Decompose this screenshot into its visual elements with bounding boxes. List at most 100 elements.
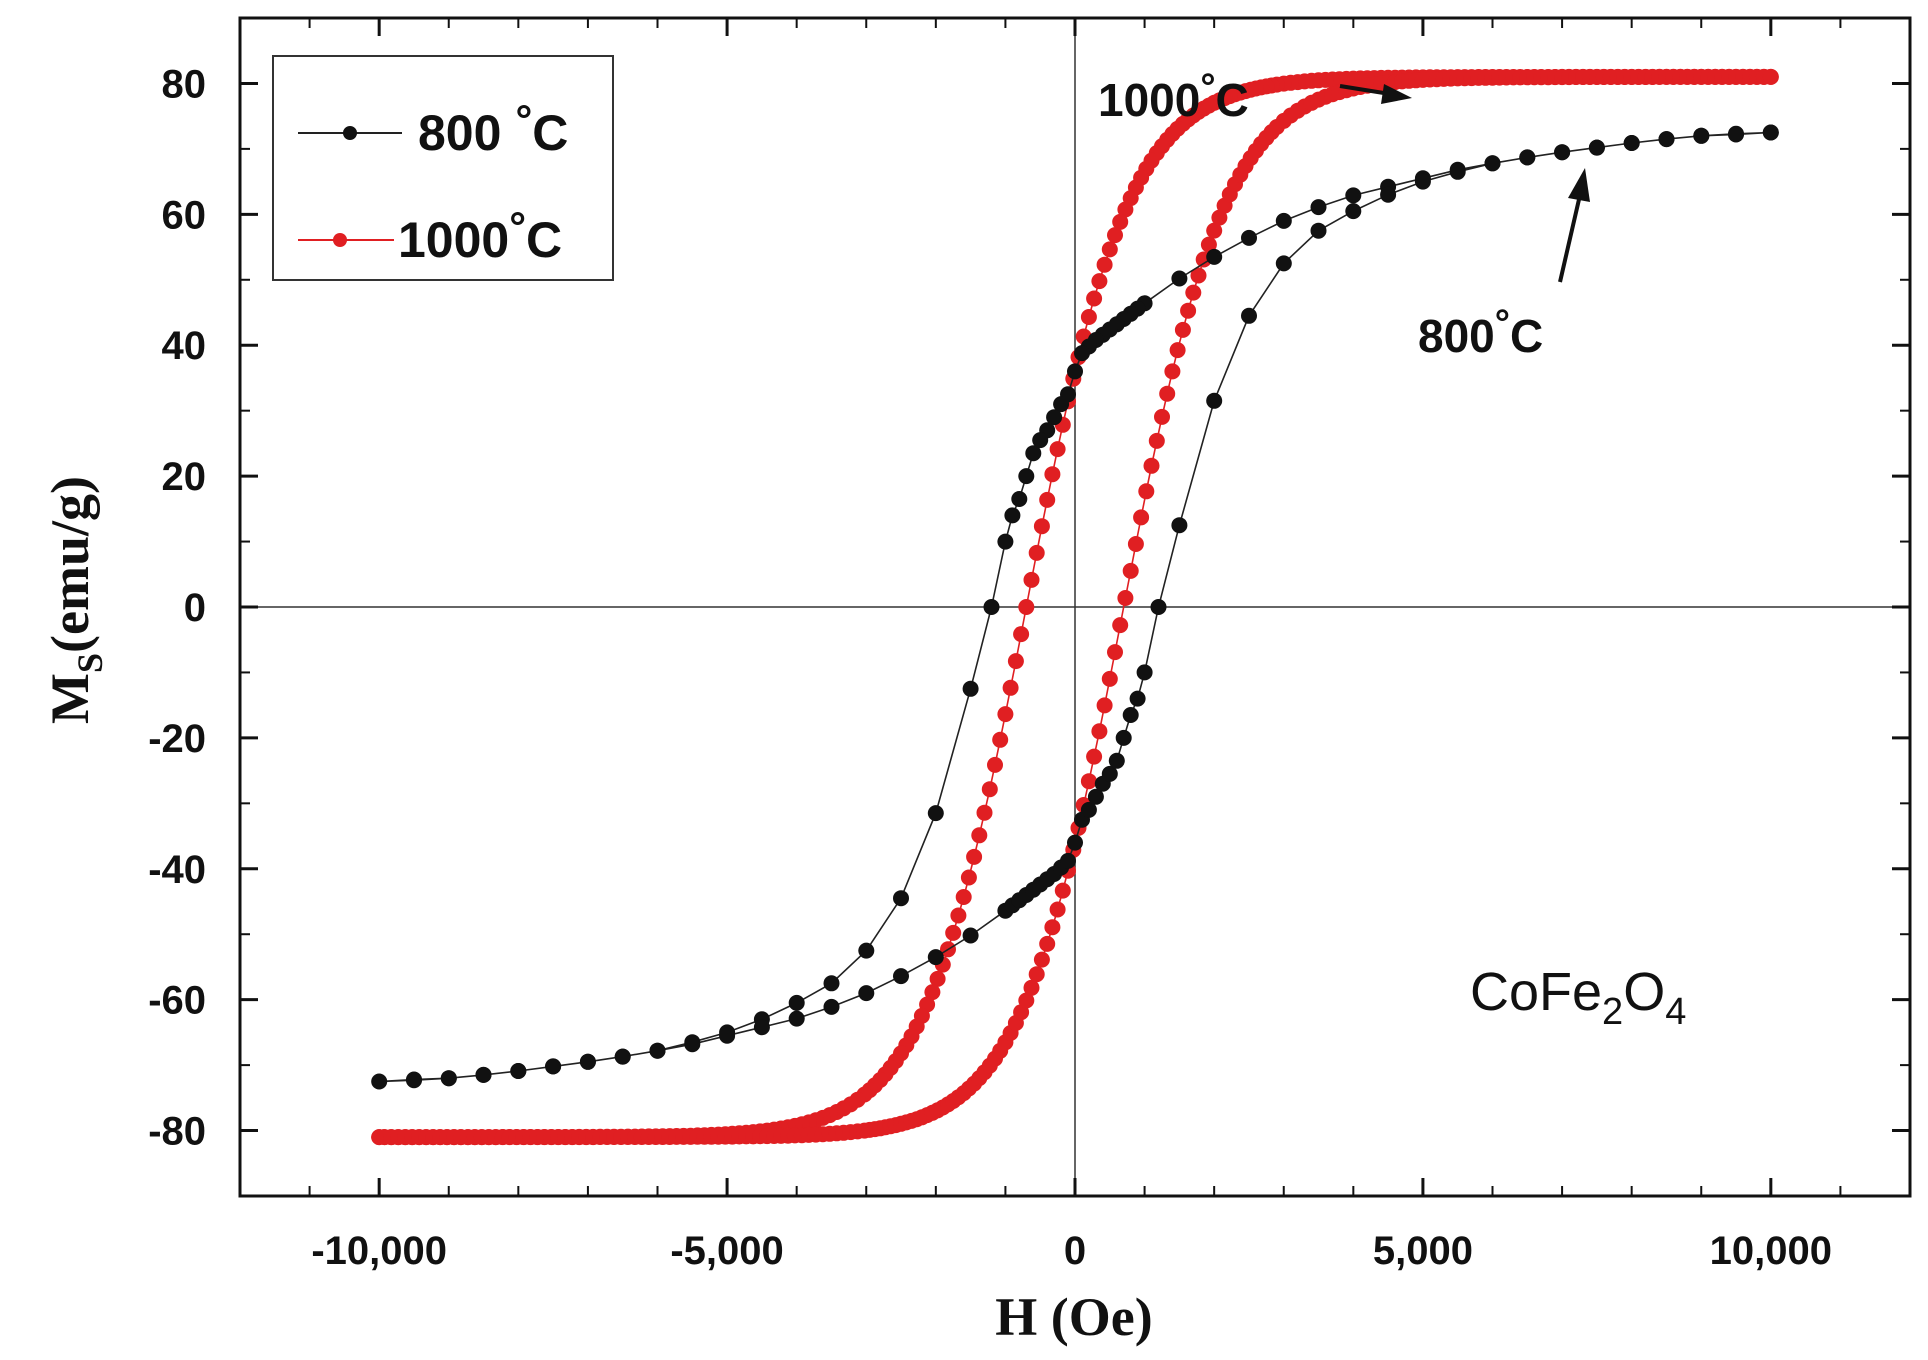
data-point	[1053, 396, 1070, 413]
data-point	[1143, 457, 1160, 474]
data-point	[927, 805, 944, 822]
data-point	[1023, 979, 1040, 996]
data-point	[893, 968, 909, 985]
data-point	[992, 731, 1009, 748]
data-point	[1025, 445, 1042, 462]
data-point	[962, 927, 979, 944]
annotation-label-800: 800°C	[1418, 303, 1543, 362]
data-point	[997, 706, 1014, 723]
data-point	[371, 1073, 388, 1090]
data-point	[1171, 270, 1188, 287]
data-point	[1007, 653, 1024, 670]
data-point	[1138, 483, 1155, 500]
data-point	[1080, 309, 1097, 325]
data-point	[1206, 392, 1223, 409]
data-point	[1728, 125, 1744, 142]
data-point	[545, 1058, 562, 1075]
legend-marker-800	[343, 126, 357, 140]
data-point	[1002, 679, 1019, 696]
data-point	[1101, 670, 1118, 687]
x-tick-label: -10,000	[311, 1229, 447, 1273]
annotation-arrow-shaft-1000	[1339, 84, 1391, 96]
data-point	[966, 848, 983, 865]
data-point	[1067, 834, 1083, 851]
data-point	[962, 680, 979, 697]
data-point	[1211, 209, 1228, 226]
data-point	[1133, 509, 1150, 526]
axis-ticks	[240, 17, 1910, 1197]
data-point	[1018, 468, 1035, 485]
data-point	[649, 1042, 666, 1059]
data-point	[1028, 966, 1045, 983]
data-point	[1101, 241, 1118, 258]
data-point	[1623, 135, 1640, 151]
data-point	[1115, 729, 1132, 746]
data-point	[1693, 127, 1710, 144]
y-tick-label: -60	[148, 979, 206, 1023]
data-point	[1091, 273, 1108, 290]
data-point	[1033, 951, 1050, 968]
legend-marker-1000	[333, 233, 347, 247]
data-point	[1018, 992, 1035, 1009]
data-point	[1087, 788, 1104, 805]
data-point	[1011, 491, 1028, 507]
data-point	[976, 804, 993, 821]
data-point	[1554, 144, 1571, 161]
data-point	[1046, 409, 1063, 426]
data-point	[1174, 321, 1191, 338]
data-point	[1013, 626, 1030, 643]
data-point	[1044, 466, 1061, 483]
data-point	[510, 1063, 527, 1079]
data-point	[1185, 284, 1202, 301]
data-point	[1200, 236, 1217, 253]
y-axis-title: MS(emu/g)	[40, 476, 110, 724]
zero-lines	[240, 18, 1910, 1196]
data-point	[1112, 617, 1129, 634]
data-point	[1190, 267, 1207, 284]
data-point	[475, 1066, 492, 1083]
data-point	[927, 949, 944, 966]
legend-entry-800: 800 °C	[298, 96, 568, 161]
y-tick-label: -40	[148, 848, 206, 892]
data-point	[971, 827, 988, 844]
data-point	[1164, 363, 1181, 380]
annotation-800: 800°C	[1418, 168, 1590, 362]
data-point	[1414, 173, 1431, 190]
data-point	[788, 1010, 805, 1027]
data-point	[1039, 491, 1056, 508]
y-tick-label: 20	[162, 455, 207, 499]
data-point	[1241, 307, 1257, 324]
data-point	[1519, 149, 1536, 166]
y-tick-label: 40	[162, 324, 207, 368]
series-1	[371, 68, 1779, 1146]
data-point	[1588, 139, 1605, 156]
annotation-arrow-head-1000	[1381, 84, 1412, 104]
data-point	[753, 1019, 770, 1036]
annotation-label-1000: 1000°C	[1098, 67, 1249, 126]
data-point	[1033, 518, 1050, 535]
annotation-arrow-head-800	[1568, 168, 1590, 202]
data-point	[981, 781, 998, 798]
data-point	[406, 1071, 422, 1088]
data-point	[1117, 201, 1134, 218]
data-point	[1107, 227, 1123, 244]
data-point	[1107, 644, 1123, 661]
data-point	[1049, 441, 1066, 458]
data-point	[955, 889, 972, 905]
data-point	[1117, 590, 1134, 606]
svg-text:MS(emu/g): MS(emu/g)	[40, 476, 110, 724]
data-point	[1310, 222, 1327, 239]
data-point	[950, 907, 967, 924]
data-point	[858, 942, 875, 959]
data-point	[1129, 690, 1146, 707]
data-point	[1127, 536, 1144, 552]
data-point	[1345, 187, 1362, 204]
data-point	[1345, 203, 1362, 220]
data-point	[1096, 256, 1113, 273]
x-tick-label: 5,000	[1373, 1229, 1473, 1273]
data-point	[788, 994, 805, 1011]
data-point	[1206, 248, 1223, 265]
y-tick-label: 80	[162, 62, 207, 106]
data-point	[1023, 571, 1040, 588]
data-point	[893, 890, 909, 907]
